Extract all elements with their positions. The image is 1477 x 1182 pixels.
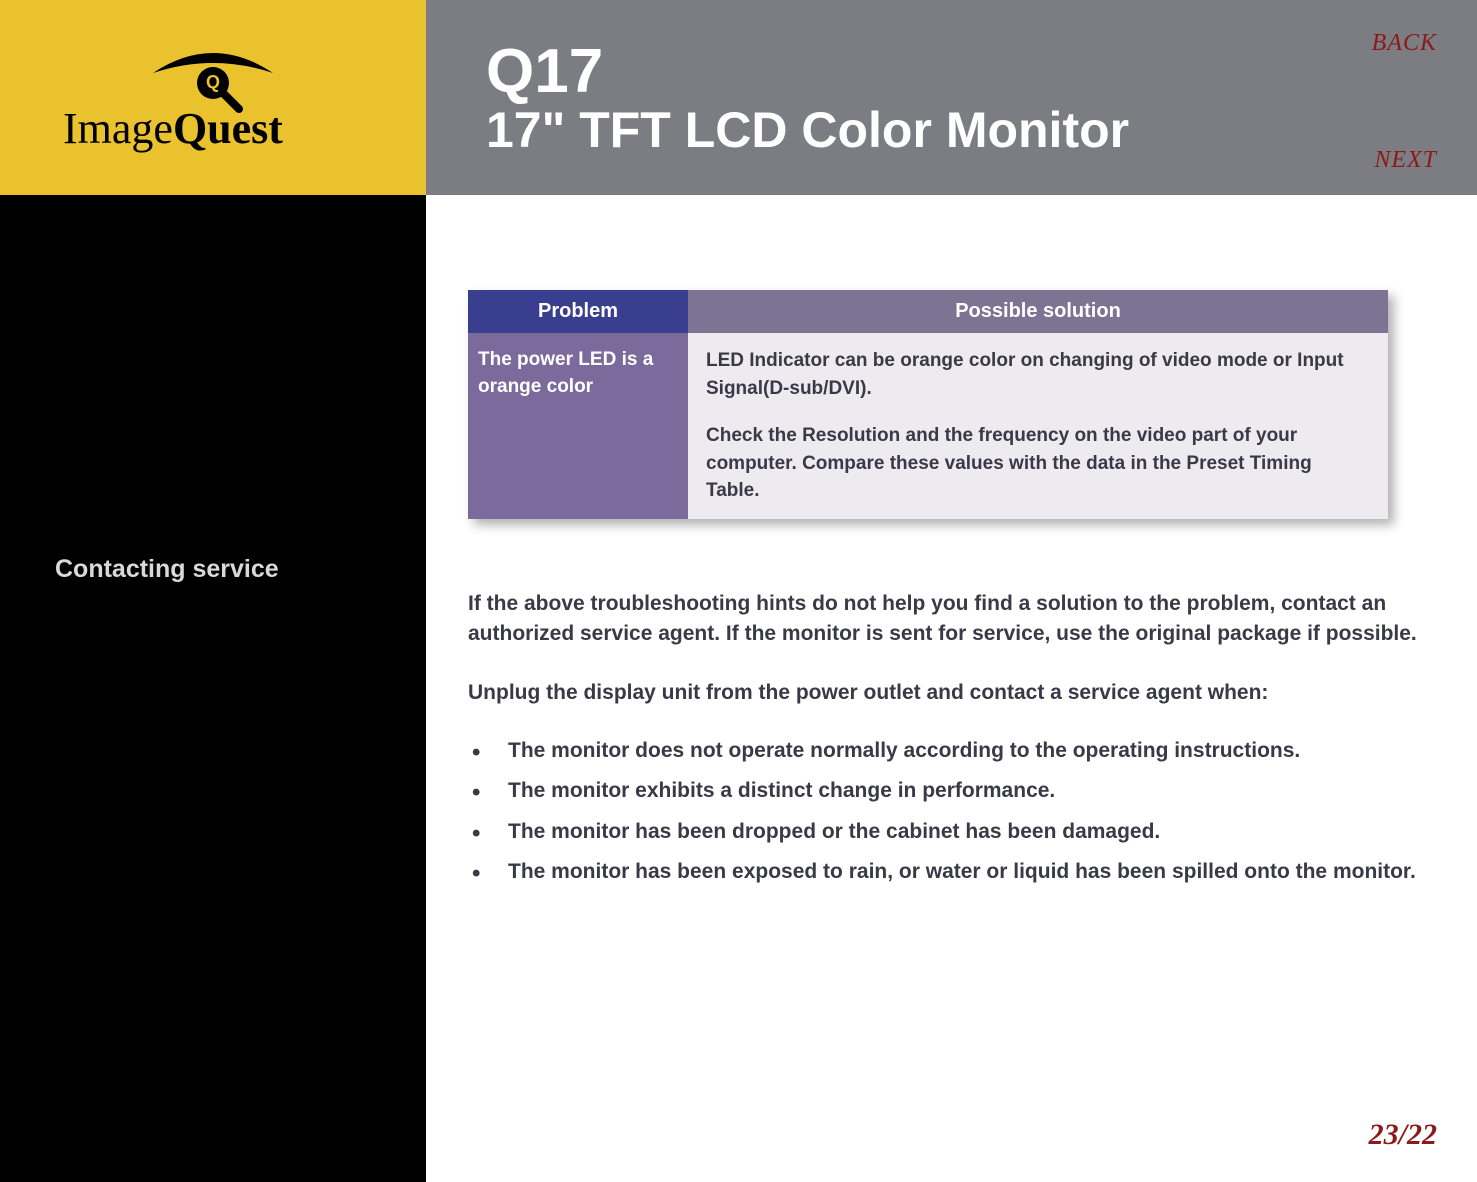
list-item: The monitor has been exposed to rain, or… bbox=[468, 857, 1428, 887]
bullet-list: The monitor does not operate normally ac… bbox=[468, 736, 1428, 888]
body-text: If the above troubleshooting hints do no… bbox=[468, 589, 1428, 888]
list-item: The monitor has been dropped or the cabi… bbox=[468, 817, 1428, 847]
svg-text:ImageQuest: ImageQuest bbox=[63, 104, 283, 153]
solution-paragraph-2: Check the Resolution and the frequency o… bbox=[706, 422, 1370, 505]
left-column: Q ImageQuest Contacting service bbox=[0, 0, 426, 1182]
table-header-row: Problem Possible solution bbox=[468, 290, 1388, 333]
list-item: The monitor does not operate normally ac… bbox=[468, 736, 1428, 766]
solution-paragraph-1: LED Indicator can be orange color on cha… bbox=[706, 347, 1370, 402]
sidebar-heading: Contacting service bbox=[55, 555, 279, 584]
svg-text:Q: Q bbox=[206, 72, 220, 92]
header-title-line2: 17" TFT LCD Color Monitor bbox=[486, 104, 1477, 157]
body-paragraph-1: If the above troubleshooting hints do no… bbox=[468, 589, 1428, 650]
nav-links: BACK NEXT bbox=[1372, 30, 1437, 174]
header-banner: Q17 17" TFT LCD Color Monitor bbox=[426, 0, 1477, 195]
th-solution: Possible solution bbox=[688, 290, 1388, 333]
td-solution: LED Indicator can be orange color on cha… bbox=[688, 333, 1388, 519]
logo-block: Q ImageQuest bbox=[0, 0, 426, 195]
header-title-line1: Q17 bbox=[486, 39, 1477, 104]
table-row: The power LED is a orange color LED Indi… bbox=[468, 333, 1388, 519]
troubleshooting-table: Problem Possible solution The power LED … bbox=[468, 290, 1388, 519]
next-link[interactable]: NEXT bbox=[1374, 147, 1437, 174]
td-problem: The power LED is a orange color bbox=[468, 333, 688, 519]
page-number: 23/22 bbox=[1369, 1118, 1437, 1152]
list-item: The monitor exhibits a distinct change i… bbox=[468, 776, 1428, 806]
body-paragraph-2: Unplug the display unit from the power o… bbox=[468, 678, 1428, 708]
content-area: Problem Possible solution The power LED … bbox=[468, 290, 1428, 898]
th-problem: Problem bbox=[468, 290, 688, 333]
imagequest-logo-icon: Q ImageQuest bbox=[43, 38, 383, 158]
sidebar: Contacting service bbox=[0, 195, 426, 1182]
back-link[interactable]: BACK bbox=[1372, 30, 1437, 57]
